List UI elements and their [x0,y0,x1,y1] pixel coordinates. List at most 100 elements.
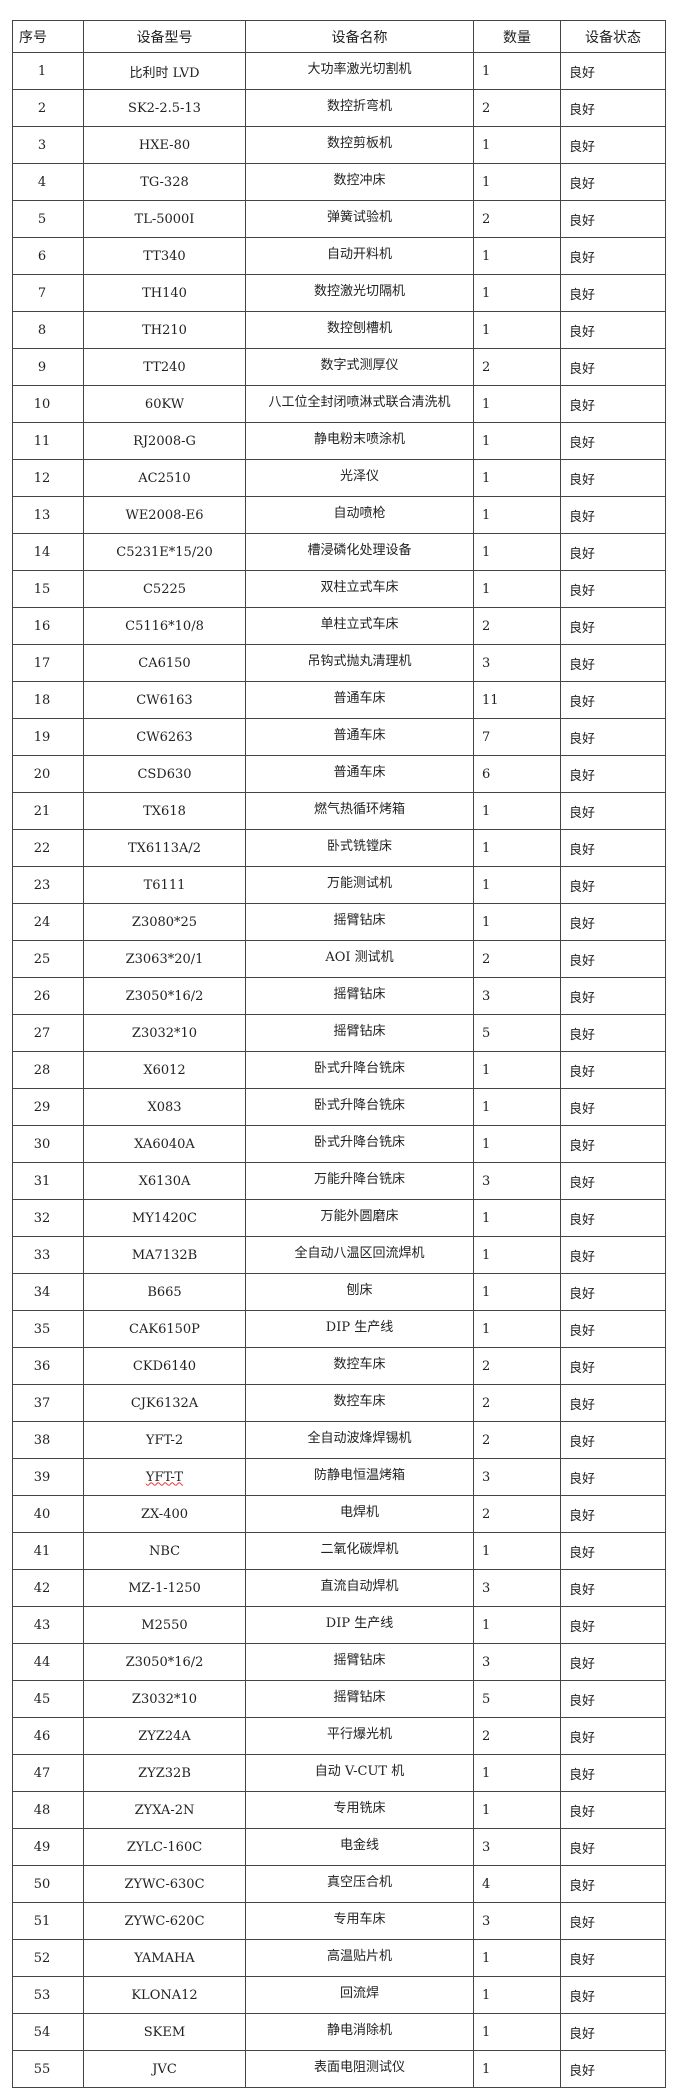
cell-model: CJK6132A [83,1384,246,1422]
cell-name: 数控折弯机 [245,89,474,127]
cell-seq: 15 [12,570,84,608]
table-row: 19 CW6263 普通车床 7 良好 [12,718,666,756]
cell-status: 良好 [560,1791,666,1829]
table-row: 6 TT340 自动开料机 1 良好 [12,237,666,275]
table-row: 30 XA6040A 卧式升降台铣床 1 良好 [12,1125,666,1163]
cell-model: CA6150 [83,644,246,682]
cell-seq: 22 [12,829,84,867]
cell-quantity: 3 [473,1569,561,1607]
cell-name: 静电消除机 [245,2013,474,2051]
table-row: 24 Z3080*25 摇臂钻床 1 良好 [12,903,666,941]
table-row: 35 CAK6150P DIP 生产线 1 良好 [12,1310,666,1348]
cell-seq: 26 [12,977,84,1015]
cell-quantity: 2 [473,1495,561,1533]
cell-model: 60KW [83,385,246,423]
cell-status: 良好 [560,52,666,90]
cell-quantity: 1 [473,1051,561,1089]
cell-name: 万能测试机 [245,866,474,904]
cell-status: 良好 [560,385,666,423]
cell-status: 良好 [560,755,666,793]
cell-name: 自动 V-CUT 机 [245,1754,474,1792]
cell-model: ZYZ32B [83,1754,246,1792]
cell-name: 大功率激光切割机 [245,52,474,90]
table-row: 39 YFT-T 防静电恒温烤箱 3 良好 [12,1458,666,1496]
cell-status: 良好 [560,1051,666,1089]
header-seq: 序号 [12,20,84,53]
cell-model: Z3050*16/2 [83,1643,246,1681]
cell-model: Z3050*16/2 [83,977,246,1015]
cell-quantity: 3 [473,1902,561,1940]
cell-name: 表面电阻测试仪 [245,2050,474,2088]
cell-quantity: 2 [473,1384,561,1422]
cell-status: 良好 [560,1606,666,1644]
table-row: 8 TH210 数控刨槽机 1 良好 [12,311,666,349]
cell-status: 良好 [560,1421,666,1459]
cell-seq: 29 [12,1088,84,1126]
cell-status: 良好 [560,1495,666,1533]
table-row: 16 C5116*10/8 单柱立式车床 2 良好 [12,607,666,645]
cell-status: 良好 [560,681,666,719]
cell-quantity: 2 [473,1421,561,1459]
cell-quantity: 5 [473,1680,561,1718]
cell-name: 卧式升降台铣床 [245,1051,474,1089]
cell-seq: 39 [12,1458,84,1496]
table-row: 32 MY1420C 万能外圆磨床 1 良好 [12,1199,666,1237]
cell-seq: 23 [12,866,84,904]
cell-name: 回流焊 [245,1976,474,2014]
table-row: 45 Z3032*10 摇臂钻床 5 良好 [12,1680,666,1718]
cell-status: 良好 [560,1310,666,1348]
cell-model: CSD630 [83,755,246,793]
cell-seq: 50 [12,1865,84,1903]
cell-status: 良好 [560,1643,666,1681]
cell-quantity: 1 [473,385,561,423]
cell-seq: 54 [12,2013,84,2051]
cell-seq: 44 [12,1643,84,1681]
cell-quantity: 1 [473,903,561,941]
cell-name: 专用铣床 [245,1791,474,1829]
table-row: 27 Z3032*10 摇臂钻床 5 良好 [12,1014,666,1052]
cell-quantity: 1 [473,496,561,534]
cell-name: 光泽仪 [245,459,474,497]
table-row: 11 RJ2008-G 静电粉末喷涂机 1 良好 [12,422,666,460]
cell-model: Z3032*10 [83,1014,246,1052]
cell-status: 良好 [560,1199,666,1237]
cell-name: 平行爆光机 [245,1717,474,1755]
cell-seq: 27 [12,1014,84,1052]
cell-quantity: 1 [473,1236,561,1274]
table-row: 51 ZYWC-620C 专用车床 3 良好 [12,1902,666,1940]
cell-seq: 11 [12,422,84,460]
cell-name: AOI 测试机 [245,940,474,978]
table-row: 46 ZYZ24A 平行爆光机 2 良好 [12,1717,666,1755]
cell-seq: 7 [12,274,84,312]
cell-model: X6012 [83,1051,246,1089]
cell-quantity: 1 [473,126,561,164]
table-row: 17 CA6150 吊钩式抛丸清理机 3 良好 [12,644,666,682]
cell-quantity: 1 [473,237,561,275]
cell-name: 电焊机 [245,1495,474,1533]
cell-name: 摇臂钻床 [245,1643,474,1681]
cell-seq: 13 [12,496,84,534]
cell-model: MY1420C [83,1199,246,1237]
cell-status: 良好 [560,866,666,904]
cell-model: CW6263 [83,718,246,756]
cell-quantity: 1 [473,311,561,349]
table-row: 47 ZYZ32B 自动 V-CUT 机 1 良好 [12,1754,666,1792]
cell-status: 良好 [560,1088,666,1126]
cell-seq: 32 [12,1199,84,1237]
cell-model: SKEM [83,2013,246,2051]
cell-quantity: 1 [473,52,561,90]
cell-name: 直流自动焊机 [245,1569,474,1607]
header-name: 设备名称 [245,20,474,53]
cell-status: 良好 [560,607,666,645]
cell-name: 摇臂钻床 [245,977,474,1015]
cell-seq: 52 [12,1939,84,1977]
cell-status: 良好 [560,1939,666,1977]
cell-model: ZYXA-2N [83,1791,246,1829]
cell-quantity: 1 [473,533,561,571]
cell-status: 良好 [560,1532,666,1570]
cell-seq: 33 [12,1236,84,1274]
cell-name: 数控剪板机 [245,126,474,164]
cell-model: YFT-2 [83,1421,246,1459]
cell-model: AC2510 [83,459,246,497]
cell-seq: 10 [12,385,84,423]
